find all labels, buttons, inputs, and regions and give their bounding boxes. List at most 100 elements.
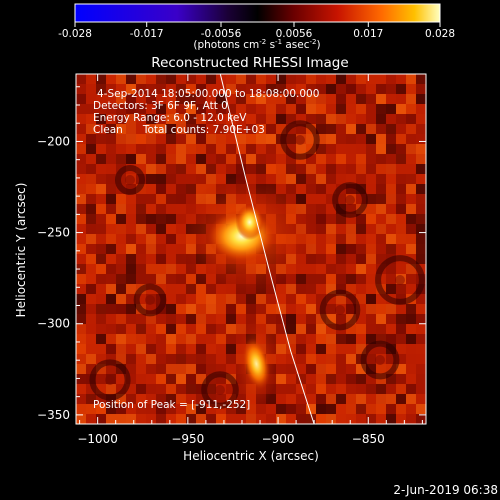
texture-cell — [356, 134, 366, 144]
texture-cell — [326, 84, 336, 94]
texture-cell — [336, 244, 346, 254]
texture-cell — [196, 174, 206, 184]
texture-cell — [166, 254, 176, 264]
texture-cell — [236, 124, 246, 134]
ring-artifact — [89, 359, 131, 401]
texture-cell — [116, 114, 126, 124]
texture-cell — [166, 174, 176, 184]
texture-cell — [146, 374, 156, 384]
texture-cell — [316, 84, 326, 94]
texture-cell — [166, 114, 176, 124]
texture-cell — [186, 294, 196, 304]
texture-cell — [236, 314, 246, 324]
texture-cell — [276, 154, 286, 164]
texture-cell — [196, 114, 206, 124]
texture-cell — [276, 74, 286, 84]
annotation-detectors: Detectors: 3F 6F 9F, Att 0 — [93, 100, 228, 112]
texture-cell — [316, 404, 326, 414]
texture-cell — [346, 414, 356, 424]
texture-cell — [346, 354, 356, 364]
texture-cell — [196, 354, 206, 364]
texture-cell — [286, 174, 296, 184]
texture-cell — [186, 354, 196, 364]
texture-cell — [386, 74, 396, 84]
texture-cell — [306, 374, 316, 384]
texture-cell — [366, 324, 376, 334]
texture-cell — [356, 274, 366, 284]
texture-cell — [356, 74, 366, 84]
texture-cell — [356, 364, 366, 374]
texture-cell — [266, 164, 276, 174]
texture-cell — [106, 94, 116, 104]
texture-cell — [276, 414, 286, 424]
texture-cell — [406, 174, 416, 184]
texture-cell — [76, 124, 86, 134]
texture-cell — [346, 94, 356, 104]
texture-cell — [416, 74, 426, 84]
solar-limb-line — [219, 74, 315, 424]
texture-cell — [206, 394, 216, 404]
annotation-clean-counts: Clean Total counts: 7.90E+03 — [93, 124, 265, 136]
texture-cell — [76, 204, 86, 214]
texture-cell — [116, 204, 126, 214]
texture-cell — [166, 414, 176, 424]
texture-cell — [276, 94, 286, 104]
texture-cell — [76, 374, 86, 384]
texture-cell — [336, 294, 346, 304]
texture-cell — [136, 124, 146, 134]
texture-cell — [126, 294, 136, 304]
texture-cell — [306, 174, 316, 184]
texture-cell — [126, 214, 136, 224]
texture-cell — [396, 264, 406, 274]
texture-cell — [376, 334, 386, 344]
colorbar — [74, 3, 441, 23]
texture-cell — [186, 84, 196, 94]
texture-cell — [276, 164, 286, 174]
ring-core — [345, 195, 355, 205]
texture-cell — [266, 84, 276, 94]
texture-cell — [256, 294, 266, 304]
texture-cell — [166, 394, 176, 404]
texture-cell — [176, 84, 186, 94]
texture-cell — [346, 74, 356, 84]
x-tick-label: −950 — [171, 432, 204, 446]
texture-cell — [96, 394, 106, 404]
texture-cell — [376, 294, 386, 304]
texture-cell — [206, 174, 216, 184]
texture-cell — [396, 394, 406, 404]
texture-cell — [276, 314, 286, 324]
texture-cell — [196, 154, 206, 164]
texture-cell — [196, 184, 206, 194]
texture-cell — [326, 114, 336, 124]
texture-cell — [136, 74, 146, 84]
texture-cell — [276, 354, 286, 364]
texture-cell — [416, 164, 426, 174]
texture-cell — [316, 244, 326, 254]
texture-cell — [76, 74, 86, 84]
texture-cell — [406, 274, 416, 284]
texture-cell — [96, 184, 106, 194]
ring-artifact — [332, 182, 368, 218]
ring-core — [215, 385, 225, 395]
annotation-time-range: 4-Sep-2014 18:05:00.000 to 18:08:00.000 — [97, 88, 319, 100]
texture-cell — [176, 194, 186, 204]
texture-cell — [136, 194, 146, 204]
texture-cell — [216, 74, 226, 84]
texture-cell — [326, 354, 336, 364]
texture-cell — [406, 314, 416, 324]
texture-cell — [376, 324, 386, 334]
texture-cell — [166, 224, 176, 234]
texture-cell — [216, 144, 226, 154]
texture-cell — [296, 334, 306, 344]
texture-cell — [276, 84, 286, 94]
texture-cell — [176, 264, 186, 274]
texture-cell — [346, 134, 356, 144]
texture-cell — [166, 364, 176, 374]
texture-cell — [316, 124, 326, 134]
texture-cell — [356, 114, 366, 124]
ring-artifact — [319, 289, 361, 331]
texture-cell — [346, 334, 356, 344]
texture-cell — [256, 74, 266, 84]
texture-cell — [206, 74, 216, 84]
texture-cell — [146, 164, 156, 174]
